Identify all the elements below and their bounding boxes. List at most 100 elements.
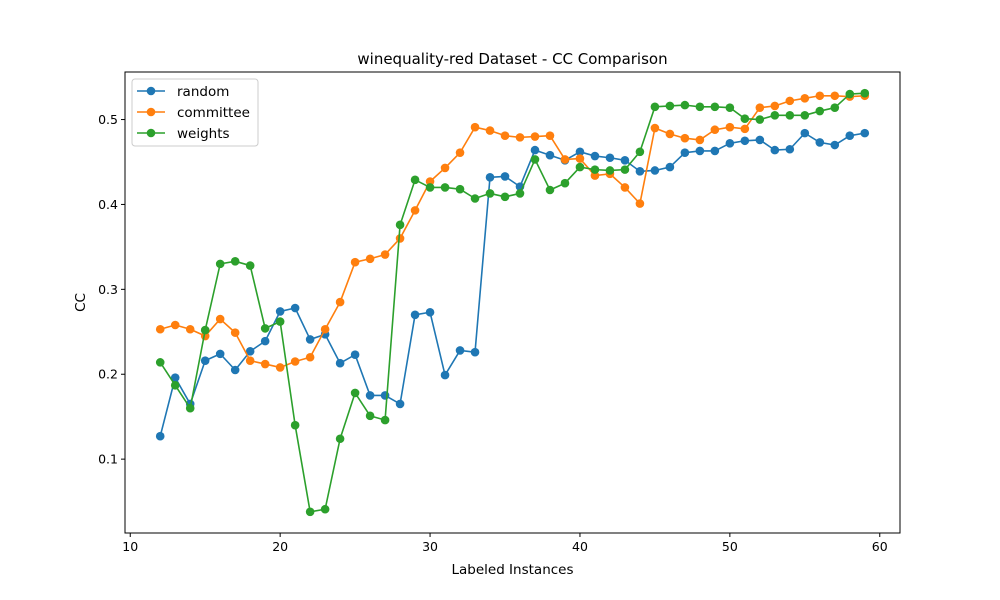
data-point-weights [740, 114, 750, 123]
data-point-weights [755, 115, 765, 124]
data-point-weights [770, 110, 780, 120]
series-committee [155, 91, 870, 372]
data-point-committee [755, 103, 765, 112]
data-point-committee [470, 122, 480, 132]
data-point-random [830, 140, 840, 150]
data-point-weights [515, 189, 525, 198]
data-point-random [665, 162, 675, 172]
data-point-random [425, 307, 435, 317]
data-point-random [785, 144, 795, 154]
data-point-committee [155, 324, 165, 334]
legend: random committee weights [131, 78, 259, 147]
data-point-weights [500, 192, 510, 202]
data-point-committee [530, 132, 540, 141]
series-layer [155, 88, 870, 517]
y-axis: 0.1 0.2 0.3 0.4 0.5 [98, 112, 125, 467]
data-point-random [605, 153, 615, 163]
data-point-committee [635, 199, 645, 208]
y-tick-label: 0.5 [98, 112, 118, 127]
data-point-weights [815, 106, 825, 116]
data-point-random [230, 365, 240, 375]
x-tick-label: 50 [722, 539, 738, 554]
data-point-weights [290, 420, 300, 430]
data-point-committee [335, 297, 345, 307]
legend-label: committee [177, 105, 250, 121]
x-axis-label: Labeled Instances [451, 562, 573, 578]
y-tick-label: 0.4 [98, 197, 118, 212]
data-point-committee [695, 135, 705, 145]
data-point-weights [830, 103, 840, 112]
data-point-weights [560, 178, 570, 188]
x-tick-label: 60 [872, 539, 888, 554]
legend-entry-weights: weights [137, 126, 230, 142]
data-point-weights [440, 183, 450, 192]
data-point-random [290, 303, 300, 313]
data-point-random [275, 307, 285, 316]
data-point-weights [800, 110, 810, 120]
data-point-random [155, 431, 165, 441]
data-point-committee [590, 171, 600, 180]
x-tick-label: 40 [572, 539, 588, 554]
data-point-random [395, 399, 405, 409]
data-point-weights [275, 317, 285, 326]
data-point-random [710, 146, 720, 156]
data-point-committee [425, 177, 435, 186]
data-point-random [470, 347, 480, 357]
data-point-random [815, 138, 825, 147]
x-tick-label: 20 [272, 539, 288, 554]
legend-label: random [177, 84, 229, 100]
data-point-weights [635, 147, 645, 157]
data-point-committee [485, 126, 495, 135]
data-point-committee [185, 324, 195, 334]
data-point-weights [170, 380, 180, 390]
data-point-random [620, 155, 630, 165]
data-point-committee [395, 234, 405, 243]
data-point-committee [320, 324, 330, 334]
data-point-random [200, 356, 210, 365]
data-point-committee [650, 123, 660, 133]
x-tick-label: 30 [422, 539, 438, 554]
data-point-committee [800, 94, 810, 103]
data-point-weights [725, 103, 735, 112]
data-point-random [770, 145, 780, 155]
data-point-random [845, 131, 855, 140]
data-point-weights [620, 165, 630, 174]
data-point-committee [770, 101, 780, 111]
legend-marker [146, 86, 156, 96]
data-point-random [590, 151, 600, 161]
x-tick-label: 10 [122, 539, 138, 554]
data-point-random [755, 135, 765, 145]
data-point-weights [455, 184, 465, 194]
data-point-weights [365, 411, 375, 421]
data-point-weights [335, 434, 345, 444]
data-point-committee [710, 125, 720, 135]
data-point-random [860, 128, 870, 138]
data-point-random [725, 139, 735, 148]
data-point-committee [230, 328, 240, 337]
data-point-random [440, 370, 450, 380]
data-point-weights [260, 324, 270, 333]
data-point-random [680, 148, 690, 157]
data-point-random [410, 310, 420, 320]
data-point-weights [575, 162, 585, 172]
x-axis: 10 20 30 40 50 60 [122, 533, 888, 554]
data-point-weights [215, 259, 225, 269]
data-point-random [455, 346, 465, 355]
data-point-weights [305, 507, 315, 517]
data-point-committee [350, 257, 360, 267]
data-point-committee [725, 122, 735, 132]
data-point-weights [485, 189, 495, 198]
data-point-committee [365, 254, 375, 264]
data-point-weights [380, 415, 390, 425]
data-point-weights [710, 102, 720, 112]
data-point-weights [185, 403, 195, 413]
data-point-weights [665, 101, 675, 111]
data-point-weights [785, 110, 795, 120]
series-random [155, 128, 870, 441]
data-point-random [305, 335, 315, 344]
data-point-weights [470, 194, 480, 203]
y-axis-label: CC [73, 293, 89, 312]
legend-entry-random: random [137, 84, 229, 100]
data-point-weights [425, 183, 435, 192]
